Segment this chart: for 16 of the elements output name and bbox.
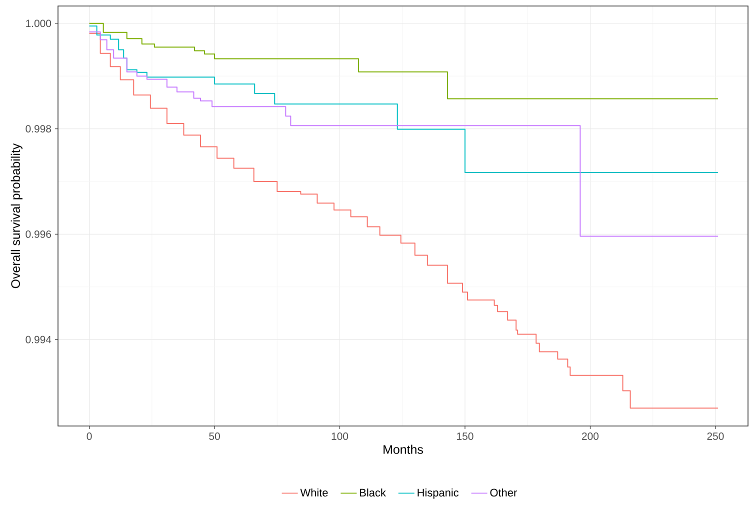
x-tick-label: 250 xyxy=(707,432,724,440)
legend-label: Hispanic xyxy=(418,488,459,499)
x-tick-label: 50 xyxy=(209,432,220,440)
y-tick-label: 1.000 xyxy=(26,20,52,28)
y-tick-label: 0.994 xyxy=(26,336,52,344)
x-tick-label: 100 xyxy=(332,432,348,440)
y-tick-label: 0.998 xyxy=(26,125,52,132)
y-tick-label: 0.996 xyxy=(26,230,52,238)
x-tick-label: 200 xyxy=(582,432,599,440)
legend-label: Black xyxy=(360,488,386,497)
x-tick-label: 0 xyxy=(86,432,92,440)
legend-label: Other xyxy=(490,488,517,497)
legend-label: White xyxy=(300,488,328,497)
x-axis-title: Months xyxy=(384,444,423,454)
y-axis-title: Overall survival probability xyxy=(10,143,22,288)
x-tick-label: 150 xyxy=(457,432,474,440)
